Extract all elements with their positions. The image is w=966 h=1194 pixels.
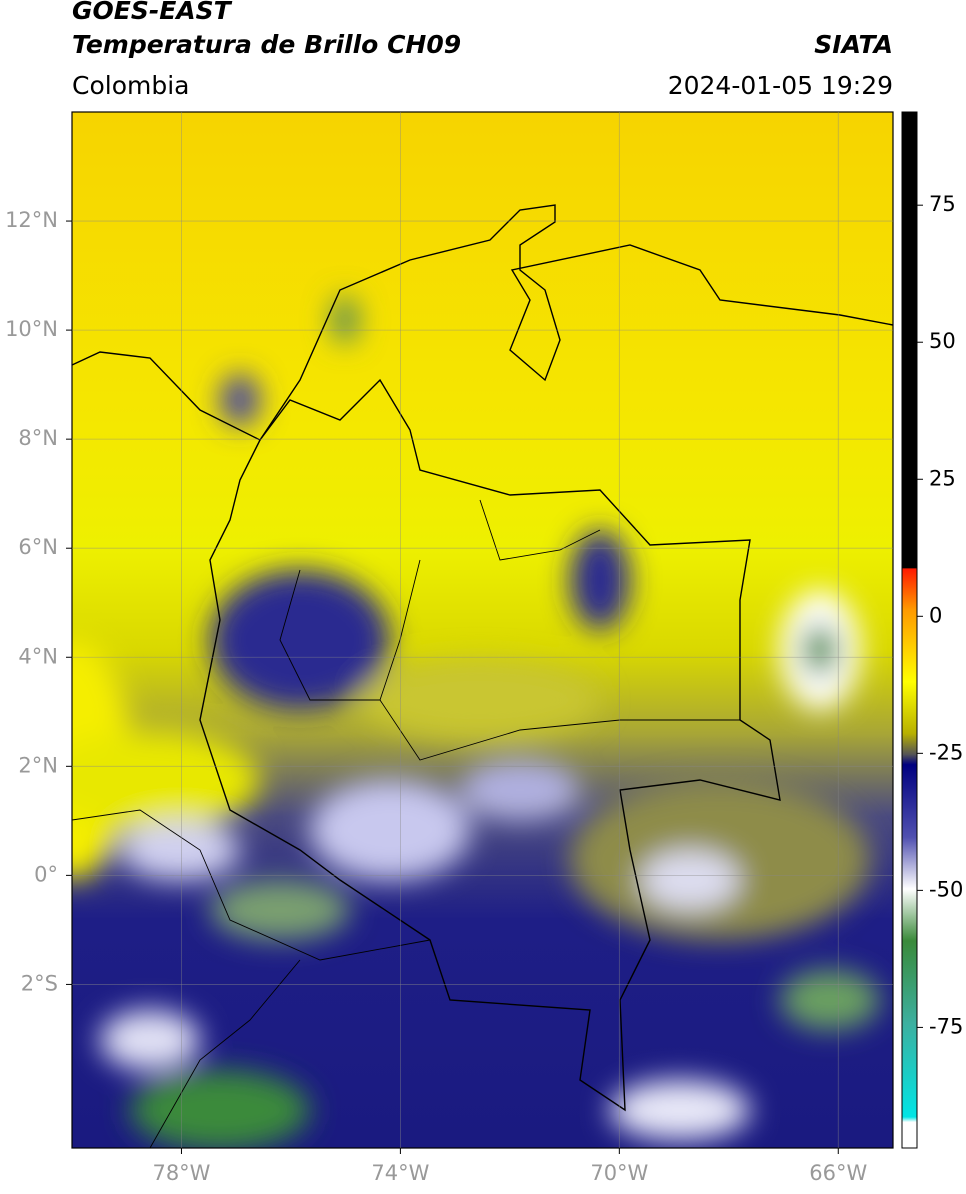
colorbar-tick-label: -75 [929,1014,963,1038]
admin-borders [72,499,740,1148]
cloud-features [72,296,880,1148]
colorbar-tick-label: -25 [929,740,963,764]
colorbar-tick-label: 0 [929,603,942,627]
y-tick-label: 0° [34,862,58,886]
colorbar-tick-label: 50 [929,329,956,353]
y-tick-label: 10°N [5,317,58,341]
country-border [199,378,781,1112]
image-background [72,112,893,1148]
satellite-image [72,112,893,1148]
colorbar-tick-label: 75 [929,192,956,216]
colorbar-tick-label: -50 [929,877,963,901]
y-tick-label: 6°N [18,535,58,559]
y-tick-label: 2°N [18,753,58,777]
title: GOES-EAST [72,0,233,25]
colorbar-tick-label: 25 [929,466,956,490]
x-tick-label: 66°W [809,1161,867,1185]
map-frame [71,111,894,1149]
y-tick-label: 2°S [21,971,58,995]
x-tick-label: 74°W [371,1161,429,1185]
subtitle: Temperatura de Brillo CH09 [72,30,461,59]
x-tick-label: 78°W [152,1161,210,1185]
colorbar [901,111,918,1149]
x-tick-label: 70°W [590,1161,648,1185]
y-tick-label: 12°N [5,208,58,232]
datetime: 2024-01-05 19:29 [668,71,893,100]
y-tick-label: 4°N [18,644,58,668]
region: Colombia [72,71,189,100]
y-tick-label: 8°N [18,426,58,450]
source: SIATA [814,30,893,59]
